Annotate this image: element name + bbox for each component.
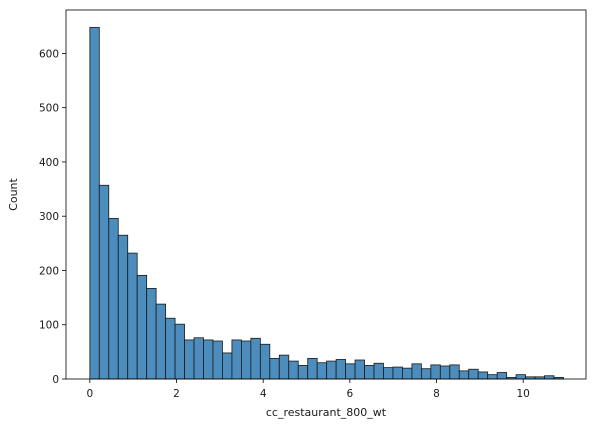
y-tick-label: 300 [39, 211, 59, 223]
histogram-bar [174, 323, 185, 380]
histogram-bar [364, 365, 375, 380]
x-tick-label: 2 [173, 388, 180, 400]
x-axis-label: cc_restaurant_800_wt [266, 406, 387, 419]
histogram-bar [392, 366, 403, 380]
histogram-bar [288, 360, 299, 380]
y-tick-label: 100 [39, 320, 59, 332]
histogram-bar [316, 362, 328, 380]
histogram-bar [259, 343, 271, 380]
x-tick-label: 6 [346, 388, 353, 400]
histogram-bar [240, 340, 252, 380]
histogram-bar [411, 363, 422, 380]
y-tick-label: 0 [52, 374, 59, 386]
histogram-bar [373, 362, 384, 380]
y-tick-label: 200 [39, 265, 59, 277]
histogram-bar [307, 357, 318, 380]
histogram-bar [165, 317, 176, 380]
histogram-bar [487, 374, 498, 380]
histogram-bar [269, 357, 280, 380]
histogram-bar [496, 372, 508, 380]
y-tick-label: 500 [39, 103, 59, 115]
y-tick-label: 400 [39, 157, 59, 169]
histogram-bar [146, 287, 157, 380]
histogram-bar [98, 184, 110, 380]
histogram-bar [136, 274, 148, 380]
histogram-bar [155, 303, 167, 380]
histogram-bar [544, 375, 555, 380]
histogram-bar [184, 339, 195, 380]
histogram-bar [203, 339, 214, 380]
histogram-bar [231, 339, 242, 380]
histogram-bar [354, 359, 365, 380]
histogram-bar [383, 367, 394, 380]
x-tick-label: 4 [260, 388, 267, 400]
histogram-bar [108, 217, 119, 380]
histogram-bar [89, 26, 100, 380]
histogram-bar [326, 360, 337, 380]
histogram-bar [420, 368, 432, 380]
histogram-bar [117, 234, 129, 380]
histogram-bar [449, 364, 460, 380]
y-tick-label: 600 [39, 48, 59, 60]
x-axis-ticks: 0 2 4 6 8 10 [86, 379, 530, 400]
histogram-bar [402, 367, 413, 380]
histogram-bar [477, 371, 489, 380]
x-tick-label: 10 [516, 388, 529, 400]
y-axis-label: Count [7, 177, 20, 210]
x-tick-label: 8 [433, 388, 440, 400]
histogram-bars [89, 26, 564, 380]
histogram-bar [439, 365, 451, 380]
histogram-bar [458, 370, 470, 380]
histogram-bar [127, 252, 138, 380]
plot-area-frame [65, 9, 587, 380]
histogram-bar [250, 337, 261, 380]
histogram-bar [193, 337, 204, 380]
x-tick-label: 0 [86, 388, 93, 400]
histogram-bar [430, 364, 441, 380]
histogram-bar [297, 365, 309, 380]
histogram-bar [515, 374, 526, 380]
histogram-bar [212, 340, 223, 380]
histogram-bar [468, 368, 479, 380]
histogram-bar [222, 352, 233, 380]
histogram-bar [335, 359, 346, 380]
histogram-bar [278, 354, 290, 380]
histogram-bar [345, 363, 356, 380]
y-axis-ticks: 0 100 200 300 400 500 600 [39, 48, 66, 386]
